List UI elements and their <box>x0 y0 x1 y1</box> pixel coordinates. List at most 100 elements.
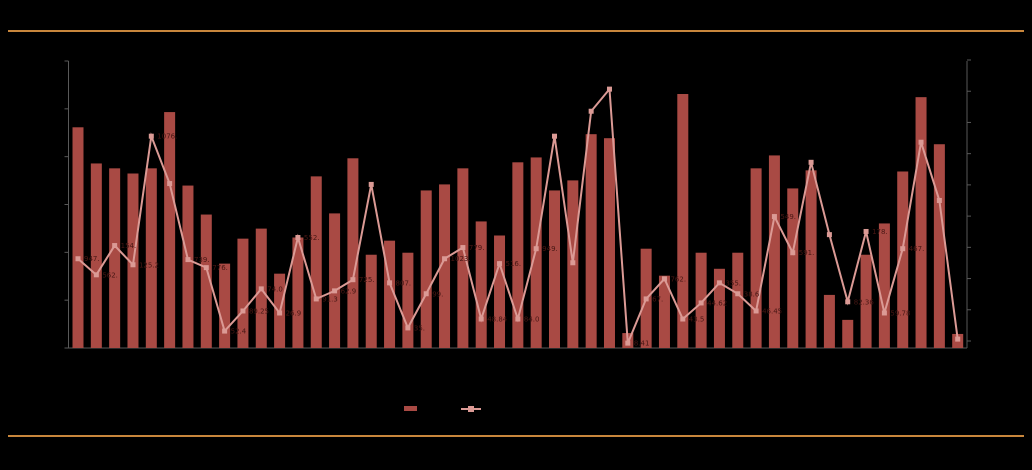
line-marker <box>808 159 814 165</box>
data-label: 43.5 <box>689 316 705 324</box>
line-marker <box>423 291 429 297</box>
bar <box>145 168 157 348</box>
bar <box>475 221 487 348</box>
line-marker <box>936 197 942 203</box>
data-label: 355. <box>725 279 741 287</box>
bar <box>732 252 744 348</box>
bar <box>842 319 854 348</box>
data-label: 62.9 <box>341 287 357 295</box>
data-label: 74.0 <box>267 285 283 293</box>
line-marker <box>222 328 228 334</box>
bar <box>787 188 799 348</box>
data-label: 807. <box>396 279 412 287</box>
data-label: 1076. <box>157 133 177 141</box>
line-marker <box>167 181 173 187</box>
data-label: 59.78 <box>890 309 910 317</box>
bar <box>823 294 835 348</box>
line-marker <box>442 256 448 262</box>
data-label: 84.0 <box>524 316 540 324</box>
line-marker <box>661 276 667 282</box>
line-marker <box>881 310 887 316</box>
bar <box>109 168 121 348</box>
bar <box>860 254 872 348</box>
bar <box>90 163 102 348</box>
bar <box>200 214 212 348</box>
line-marker <box>515 316 521 322</box>
bar <box>237 238 249 348</box>
data-label: 947. <box>84 255 100 263</box>
data-label: 516. <box>506 260 522 268</box>
bar <box>530 157 542 348</box>
line-marker <box>606 86 612 92</box>
bar <box>439 184 451 348</box>
line-marker <box>955 336 961 342</box>
line-marker <box>350 277 356 283</box>
line-marker <box>185 257 191 263</box>
data-label: 48.84 <box>487 316 508 324</box>
line-marker <box>93 272 99 278</box>
line-marker <box>533 246 539 252</box>
data-label: 762. <box>670 275 686 283</box>
bar <box>164 112 176 348</box>
data-label: 125.2 <box>139 261 159 269</box>
bar <box>713 268 725 348</box>
bar <box>347 158 359 348</box>
data-label: 35. <box>414 324 425 332</box>
bar <box>768 155 780 348</box>
bar <box>585 134 597 348</box>
data-label: 776. <box>212 264 228 272</box>
line-marker <box>387 280 393 286</box>
line-marker <box>75 256 81 262</box>
line-marker <box>295 235 301 241</box>
line-marker <box>716 280 722 286</box>
data-label: 99. <box>432 290 443 298</box>
data-label: 38.6 <box>744 290 760 298</box>
bar <box>457 168 469 348</box>
bar <box>677 94 689 348</box>
line-marker <box>900 246 906 252</box>
bar <box>292 237 304 348</box>
line-marker <box>570 260 576 266</box>
line-marker <box>625 340 631 346</box>
line-marker <box>771 214 777 220</box>
line-marker <box>735 291 741 297</box>
data-label: 91.3 <box>322 295 338 303</box>
data-label: 779. <box>469 244 485 252</box>
bar <box>420 190 432 348</box>
line-marker <box>790 250 796 256</box>
line-marker <box>112 243 118 249</box>
data-label: 46.45 <box>762 307 782 315</box>
bar <box>310 176 322 348</box>
data-label: 154. <box>121 242 137 250</box>
line-marker <box>643 296 649 302</box>
line-marker <box>588 108 594 114</box>
data-label: 89.25 <box>249 307 269 315</box>
line-marker <box>478 316 484 322</box>
data-label: 725. <box>359 276 375 284</box>
bar <box>695 252 707 348</box>
line-marker <box>368 181 374 187</box>
line-marker <box>277 310 283 316</box>
bar <box>915 97 927 348</box>
line-marker <box>258 286 264 292</box>
line-marker <box>753 308 759 314</box>
data-label: 552. <box>304 234 320 242</box>
line-marker <box>863 228 869 234</box>
line-marker <box>130 262 136 268</box>
bar <box>878 223 890 348</box>
bar <box>805 170 817 348</box>
bar <box>219 263 231 348</box>
bar <box>329 213 341 348</box>
data-label: 8.41 <box>634 340 650 348</box>
line-marker <box>148 133 154 139</box>
line-marker <box>845 299 851 305</box>
line-marker <box>680 316 686 322</box>
data-label: 562. <box>102 271 118 279</box>
data-label: 549. <box>780 213 796 221</box>
line-marker <box>405 325 411 331</box>
bar <box>182 185 194 348</box>
bar <box>750 168 762 348</box>
